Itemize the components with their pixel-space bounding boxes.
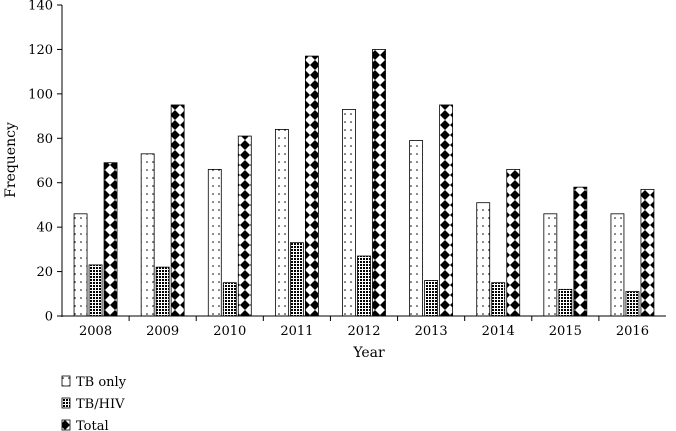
bar-dense-grid [155,266,170,317]
bar-dots [610,213,625,317]
bar-diamonds [372,49,386,317]
bar-dots [274,128,289,317]
y-tick-label: 0 [45,310,53,325]
y-tick-label: 120 [28,43,53,58]
bar-dense-grid [491,282,506,317]
y-tick-label: 60 [36,176,53,191]
x-tick-label: 2016 [616,324,649,339]
bar-dense-grid [424,280,439,317]
y-tick-label: 140 [28,0,53,14]
bar-dots [476,202,491,317]
bar-dense-grid [289,242,304,317]
bar-dots [207,168,222,317]
bar-dots [543,213,558,317]
bar-dots [342,109,356,317]
x-tick-label: 2010 [213,324,246,339]
x-tick-label: 2009 [146,324,179,339]
bar-dots [140,153,155,317]
bar-diamonds [439,104,454,317]
legend-swatch [61,397,71,409]
legend-swatch [61,375,71,387]
legend-label: Total [76,419,109,431]
legend: TB only TB/HIV Total [61,375,127,431]
bar-diamonds [304,55,319,317]
bar-dense-grid [558,288,573,317]
y-tick-label: 40 [36,221,53,236]
y-tick-label: 80 [36,132,53,147]
y-axis-title: Frequency [3,122,19,198]
x-axis-title: Year [352,345,385,361]
y-ticks-group: 0 20 40 60 80 100 120 140 [28,0,62,325]
x-tick-label: 2015 [549,324,582,339]
bar-diamonds [103,162,118,317]
bar-dots [409,140,424,317]
bar-dense-grid [357,255,371,317]
y-tick-label: 100 [28,87,53,102]
legend-swatch [61,419,71,431]
legend-label: TB only [76,375,127,390]
x-tick-label: 2013 [415,324,448,339]
x-tick-label: 2011 [280,324,313,339]
bar-dense-grid [625,291,640,317]
legend-label: TB/HIV [76,397,125,412]
x-tick-label: 2014 [482,324,515,339]
bar-diamonds [506,168,521,317]
x-tick-label: 2008 [79,324,112,339]
bars-group [73,49,655,317]
y-tick-label: 20 [36,265,53,280]
x-tick-label: 2012 [347,324,380,339]
bar-diamonds [573,186,588,317]
bar-diamonds [170,104,185,317]
bar-diamonds [640,188,655,317]
bar-dense-grid [222,282,237,317]
bar-dots [73,213,88,317]
bar-dense-grid [88,264,103,317]
x-ticks-group: 2008 2009 2010 2011 2012 2013 2014 2015 2016 [79,316,649,339]
bar-diamonds [237,135,252,317]
